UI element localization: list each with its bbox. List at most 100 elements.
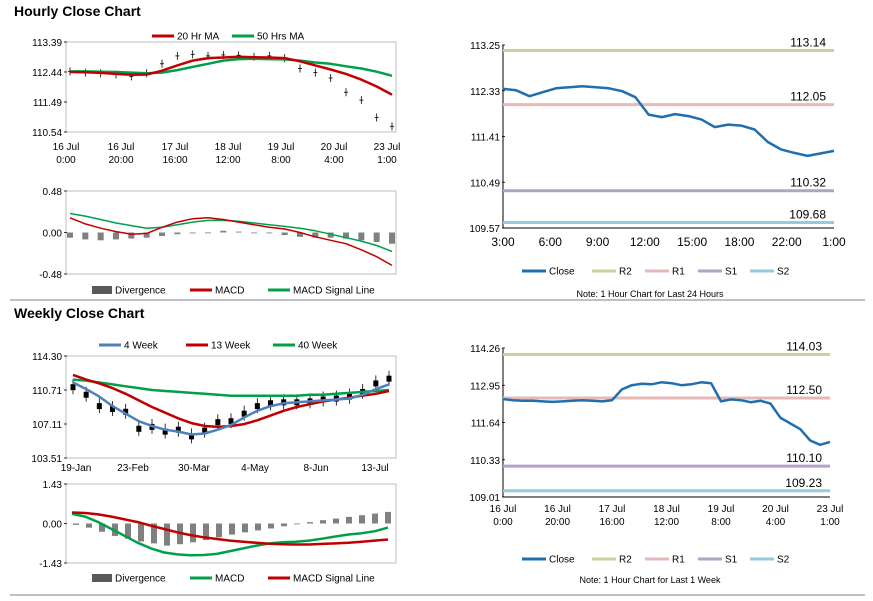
weekly-divergence-bar — [203, 523, 209, 541]
hourly-divergence-bar — [143, 232, 150, 238]
weekly_levels-level-label-r2: 114.03 — [786, 340, 822, 354]
weekly-candle — [123, 408, 129, 415]
hourly-macd-legend-label: MACD — [215, 286, 244, 297]
hourly-price-xtick: 16:00 — [162, 155, 187, 166]
hourly_levels-xtick: 9:00 — [586, 235, 610, 249]
hourly_levels-xtick: 6:00 — [539, 235, 563, 249]
weekly_levels-xtick: 16:00 — [599, 517, 624, 528]
hourly-signal-legend-label: MACD Signal Line — [293, 286, 375, 297]
weekly_levels-r1-legend-label: R1 — [672, 555, 685, 566]
weekly_levels-xtick: 17 Jul — [599, 504, 626, 515]
weekly-price-ytick: 114.30 — [32, 352, 62, 363]
hourly-divergence-bar — [67, 232, 73, 238]
weekly-divergence-bar — [99, 523, 105, 532]
hourly-price-xtick: 0:00 — [56, 155, 76, 166]
weekly-divergence-bar — [164, 523, 170, 546]
weekly_levels-xtick: 0:00 — [493, 517, 513, 528]
weekly_levels-xtick: 23 Jul — [817, 504, 844, 515]
hourly-price-xtick: 20:00 — [108, 155, 133, 166]
weekly-price-xtick: 13-Jul — [361, 463, 388, 474]
weekly-divergence-bar — [229, 523, 235, 535]
weekly_levels-xtick: 12:00 — [654, 517, 679, 528]
hourly-price-xtick: 20 Jul — [321, 142, 348, 153]
hourly-divergence-bar — [327, 232, 334, 238]
weekly_levels-level-label-s2: 109.23 — [785, 476, 822, 490]
hourly-divergence-legend-swatch — [92, 286, 112, 294]
hourly-divergence-bar — [235, 231, 242, 233]
hourly-divergence-bar — [373, 232, 380, 243]
hourly-price-ytick: 113.39 — [32, 38, 62, 49]
hourly_levels-ytick: 113.25 — [470, 41, 500, 52]
hourly_levels-level-label-s2: 109.68 — [789, 208, 826, 222]
weekly_levels-close-legend-label: Close — [549, 555, 575, 566]
hourly_levels-xtick: 1:00 — [822, 235, 846, 249]
weekly-price-ytick: 103.51 — [31, 454, 62, 465]
weekly-divergence-bar — [268, 523, 274, 529]
weekly_levels-r2-legend-label: R2 — [619, 555, 632, 566]
hourly-divergence-bar — [281, 232, 288, 236]
weekly-candle — [136, 425, 142, 432]
weekly_levels-xtick: 19 Jul — [708, 504, 735, 515]
weekly-divergence-bar — [190, 523, 196, 543]
hourly-ma20-legend-label: 20 Hr MA — [177, 32, 220, 43]
hourly-price-xtick: 8:00 — [271, 155, 291, 166]
weekly-candle — [386, 375, 392, 382]
hourly-price-xtick: 19 Jul — [268, 142, 295, 153]
hourly_levels-ytick: 112.33 — [470, 87, 500, 98]
weekly-divergence-bar — [294, 523, 300, 525]
hourly-price-xtick: 16 Jul — [108, 142, 135, 153]
weekly_levels-xtick: 16 Jul — [490, 504, 517, 515]
weekly-candle — [228, 418, 234, 425]
hourly_levels-ytick: 110.49 — [470, 178, 500, 189]
hourly-macd-ytick: -0.48 — [39, 270, 62, 281]
weekly-divergence-bar — [346, 516, 352, 524]
weekly-price-xtick: 4-May — [241, 463, 269, 474]
weekly-price-xtick: 30-Mar — [178, 463, 210, 474]
weekly-divergence-bar — [73, 523, 79, 525]
hourly-macd-ytick: 0.00 — [43, 229, 63, 240]
weekly-candle — [373, 380, 379, 387]
weekly_levels-xtick: 8:00 — [711, 517, 731, 528]
hourly-price-xtick: 17 Jul — [162, 142, 189, 153]
weekly_levels-note: Note: 1 Hour Chart for Last 1 Week — [580, 575, 721, 585]
weekly-candle — [110, 405, 115, 412]
hourly_levels-note: Note: 1 Hour Chart for Last 24 Hours — [576, 289, 724, 299]
weekly-divergence-bar — [125, 523, 131, 539]
hourly_levels-ytick: 109.57 — [469, 224, 500, 235]
weekly-divergence-legend-swatch — [92, 574, 112, 582]
weekly_levels-close-line — [502, 381, 831, 447]
hourly-price-xtick: 12:00 — [215, 155, 240, 166]
hourly-ma50-line — [70, 57, 393, 78]
hourly-divergence-bar — [174, 232, 181, 235]
hourly-divergence-bar — [82, 232, 89, 240]
weekly_levels-xtick: 1:00 — [820, 517, 840, 528]
weekly_levels-ytick: 111.64 — [471, 419, 501, 430]
weekly-price-ytick: 107.11 — [32, 420, 62, 431]
weekly_levels-ytick: 110.33 — [470, 456, 500, 467]
hourly-ma50-legend-label: 50 Hrs MA — [257, 32, 305, 43]
weekly-divergence-bar — [385, 511, 391, 524]
hourly-price-xtick: 1:00 — [377, 155, 397, 166]
hourly-divergence-bar — [128, 232, 135, 239]
hourly-price-xtick: 16 Jul — [53, 142, 80, 153]
weekly-candle — [175, 426, 181, 433]
weekly-divergence-bar — [216, 523, 222, 538]
hourly_levels-level-label-r1: 112.05 — [790, 90, 826, 104]
hourly_levels-r2-legend-label: R2 — [619, 267, 632, 278]
hourly-divergence-bar — [358, 232, 365, 241]
weekly-ma40-line — [72, 378, 390, 397]
weekly-divergence-bar — [307, 522, 313, 524]
weekly-ma40-legend-label: 40 Week — [298, 341, 338, 352]
hourly-divergence-bar — [205, 232, 211, 234]
hourly_levels-xtick: 3:00 — [491, 235, 515, 249]
weekly-macd-ytick: -1.43 — [39, 559, 62, 570]
weekly-macd-ytick: 0.00 — [43, 520, 63, 531]
hourly-divergence-bar — [189, 232, 196, 234]
weekly-section-title: Weekly Close Chart — [14, 305, 145, 321]
weekly-divergence-bar — [151, 523, 157, 544]
weekly-ma13-legend-label: 13 Week — [211, 341, 251, 352]
hourly-divergence-legend-label: Divergence — [115, 286, 166, 297]
weekly-candle — [241, 410, 247, 417]
weekly-macd-line — [71, 512, 389, 557]
